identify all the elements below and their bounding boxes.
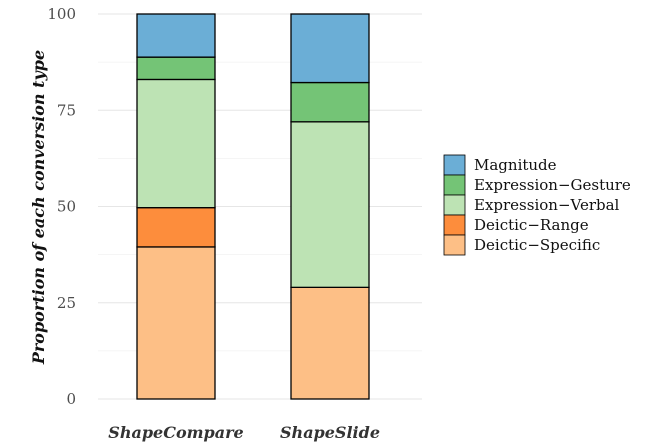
y-tick-label: 25: [57, 294, 76, 312]
bar-segment: [136, 56, 216, 81]
bar-segment: [290, 121, 370, 289]
x-axis-ticks: ShapeCompare ShapeSlide: [108, 423, 380, 442]
y-tick-label: 75: [57, 101, 76, 119]
bar-segment: [136, 13, 216, 58]
bar-segment: [290, 286, 370, 400]
x-category-label: ShapeSlide: [280, 423, 380, 442]
legend-label: Expression−Gesture: [474, 176, 631, 194]
bars: [136, 13, 370, 400]
legend: Magnitude Expression−Gesture Expression−Ve…: [443, 154, 631, 256]
y-axis-title: Proportion of each conversion type: [29, 50, 48, 365]
y-tick-label: 100: [47, 5, 76, 23]
y-axis-ticks: 0 25 50 75 100: [47, 5, 76, 408]
legend-key: [443, 174, 466, 196]
bar-segment: [136, 207, 216, 248]
y-tick-label: 0: [66, 390, 76, 408]
bar-segment: [290, 81, 370, 123]
legend-key: [443, 154, 466, 176]
legend-label: Deictic−Specific: [474, 236, 600, 254]
legend-key: [443, 234, 466, 256]
y-tick-label: 50: [57, 198, 76, 216]
bar-segment: [136, 78, 216, 209]
legend-key: [443, 214, 466, 236]
x-category-label: ShapeCompare: [108, 423, 243, 442]
bar-segment: [290, 13, 370, 84]
legend-label: Expression−Verbal: [474, 196, 620, 214]
bar-segment: [136, 246, 216, 400]
legend-key: [443, 194, 466, 216]
legend-label: Magnitude: [474, 156, 557, 174]
legend-label: Deictic−Range: [474, 216, 589, 234]
